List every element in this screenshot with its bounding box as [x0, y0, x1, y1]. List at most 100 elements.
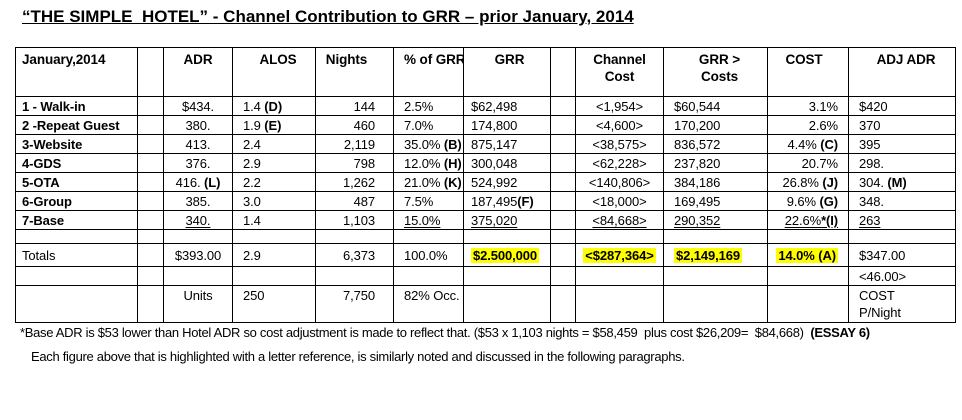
- cell-cost: [767, 266, 849, 286]
- cell-grr: $62,498: [463, 96, 551, 116]
- cell-nights: 7,750: [315, 285, 394, 323]
- cell-nights: 1,262: [315, 172, 394, 192]
- cell-adj_adr: 370: [848, 115, 956, 135]
- header-cell-cost: COST: [767, 47, 849, 97]
- cell-channel: [15, 285, 138, 323]
- cell-spacer1: [137, 243, 164, 267]
- cell-grr_gt_costs: $60,544: [663, 96, 768, 116]
- cell-grr_gt_costs: 237,820: [663, 153, 768, 173]
- cell-spacer1: [137, 115, 164, 135]
- cell-grr_gt_costs: 384,186: [663, 172, 768, 192]
- cell-channel: Totals: [15, 243, 138, 267]
- cell-adr: $393.00: [163, 243, 233, 267]
- cell-spacer2: [550, 210, 576, 230]
- cell-grr: [463, 266, 551, 286]
- cell-grr_gt_costs: $2,149,169: [663, 243, 768, 267]
- cell-channel: 4-GDS: [15, 153, 138, 173]
- cell-adr: 340.: [163, 210, 233, 230]
- cell-cost: 20.7%: [767, 153, 849, 173]
- cell-channel_cost: [575, 285, 664, 323]
- table-row: [15, 229, 956, 244]
- header-cell-spacer2: [550, 47, 576, 97]
- table-body: January,2014 ADR ALOS Nights% of GRR GRR Chan…: [15, 47, 956, 323]
- cell-grr: 187,495(F): [463, 191, 551, 211]
- cell-nights: 798: [315, 153, 394, 173]
- cell-adr: 385.: [163, 191, 233, 211]
- cell-channel: 2 -Repeat Guest: [15, 115, 138, 135]
- header-cell-nights: Nights: [315, 47, 394, 97]
- cell-grr_gt_costs: [663, 229, 768, 244]
- cell-grr_gt_costs: 170,200: [663, 115, 768, 135]
- cell-channel: 1 - Walk-in: [15, 96, 138, 116]
- header-cell-adj_adr: ADJ ADR: [848, 47, 956, 97]
- cell-grr_gt_costs: [663, 266, 768, 286]
- cell-grr: 300,048: [463, 153, 551, 173]
- cell-grr: 875,147: [463, 134, 551, 154]
- cell-cost: 14.0% (A): [767, 243, 849, 267]
- cell-channel_cost: <140,806>: [575, 172, 664, 192]
- cell-alos: 1.9 (E): [232, 115, 316, 135]
- cell-adj_adr: 263: [848, 210, 956, 230]
- cell-spacer1: [137, 134, 164, 154]
- table-row: 1 - Walk-in $434. 1.4 (D) 144 2.5% $62,498 <1,…: [15, 96, 956, 116]
- cell-channel: [15, 266, 138, 286]
- cell-adj_adr: 298.: [848, 153, 956, 173]
- cell-spacer2: [550, 134, 576, 154]
- cell-alos: 2.9: [232, 153, 316, 173]
- cell-channel_cost: <84,668>: [575, 210, 664, 230]
- cell-pct_of_grr: 21.0% (K): [393, 172, 464, 192]
- cell-channel: 5-OTA: [15, 172, 138, 192]
- cell-alos: 250: [232, 285, 316, 323]
- table-row: Totals $393.00 2.9 6,373 100.0% $2.500,000 <$2…: [15, 243, 956, 267]
- cell-cost: 2.6%: [767, 115, 849, 135]
- cell-cost: [767, 285, 849, 323]
- footnote-letter-references: Each figure above that is highlighted wi…: [31, 349, 685, 364]
- footnote-base-adr: *Base ADR is $53 lower than Hotel ADR so…: [20, 325, 870, 340]
- cell-pct_of_grr: [393, 266, 464, 286]
- cell-spacer1: [137, 96, 164, 116]
- cell-adj_adr: 304. (M): [848, 172, 956, 192]
- cell-nights: 144: [315, 96, 394, 116]
- cell-nights: [315, 229, 394, 244]
- cell-grr_gt_costs: 290,352: [663, 210, 768, 230]
- cell-spacer1: [137, 153, 164, 173]
- cell-adj_adr: [848, 229, 956, 244]
- cell-adr: [163, 229, 233, 244]
- cell-channel_cost: <62,228>: [575, 153, 664, 173]
- header-cell-grr_gt_costs: GRR > Costs: [663, 47, 768, 97]
- cell-adj_adr: <46.00>: [848, 266, 956, 286]
- cell-adj_adr: COST P/Night: [848, 285, 956, 323]
- cell-cost: [767, 229, 849, 244]
- table-row: 4-GDS 376. 2.9 798 12.0% (H) 300,048 <62,228> 2…: [15, 153, 956, 173]
- cell-grr: 174,800: [463, 115, 551, 135]
- cell-nights: 6,373: [315, 243, 394, 267]
- table-row: 3-Website 413. 2.4 2,119 35.0% (B) 875,147 <38…: [15, 134, 956, 154]
- cell-alos: 2.9: [232, 243, 316, 267]
- cell-grr: [463, 285, 551, 323]
- header-cell-grr: GRR: [463, 47, 551, 97]
- cell-adr: [163, 266, 233, 286]
- cell-pct_of_grr: 35.0% (B): [393, 134, 464, 154]
- cell-adj_adr: $347.00: [848, 243, 956, 267]
- cell-nights: [315, 266, 394, 286]
- cell-grr_gt_costs: 169,495: [663, 191, 768, 211]
- cell-alos: 2.2: [232, 172, 316, 192]
- cell-alos: 2.4: [232, 134, 316, 154]
- cell-spacer2: [550, 243, 576, 267]
- cell-nights: 1,103: [315, 210, 394, 230]
- cell-grr_gt_costs: 836,572: [663, 134, 768, 154]
- channel-contribution-table: January,2014 ADR ALOS Nights% of GRR GRR Chan…: [15, 47, 956, 323]
- cell-alos: 1.4: [232, 210, 316, 230]
- cell-spacer2: [550, 229, 576, 244]
- cell-channel_cost: <$287,364>: [575, 243, 664, 267]
- header-cell-alos: ALOS: [232, 47, 316, 97]
- cell-nights: 2,119: [315, 134, 394, 154]
- cell-pct_of_grr: 7.5%: [393, 191, 464, 211]
- cell-channel: 3-Website: [15, 134, 138, 154]
- cell-channel_cost: <38,575>: [575, 134, 664, 154]
- header-row: January,2014 ADR ALOS Nights% of GRR GRR Chan…: [15, 47, 956, 97]
- cell-channel_cost: <18,000>: [575, 191, 664, 211]
- cell-cost: 26.8% (J): [767, 172, 849, 192]
- cell-pct_of_grr: 82% Occ.: [393, 285, 464, 323]
- cell-spacer1: [137, 266, 164, 286]
